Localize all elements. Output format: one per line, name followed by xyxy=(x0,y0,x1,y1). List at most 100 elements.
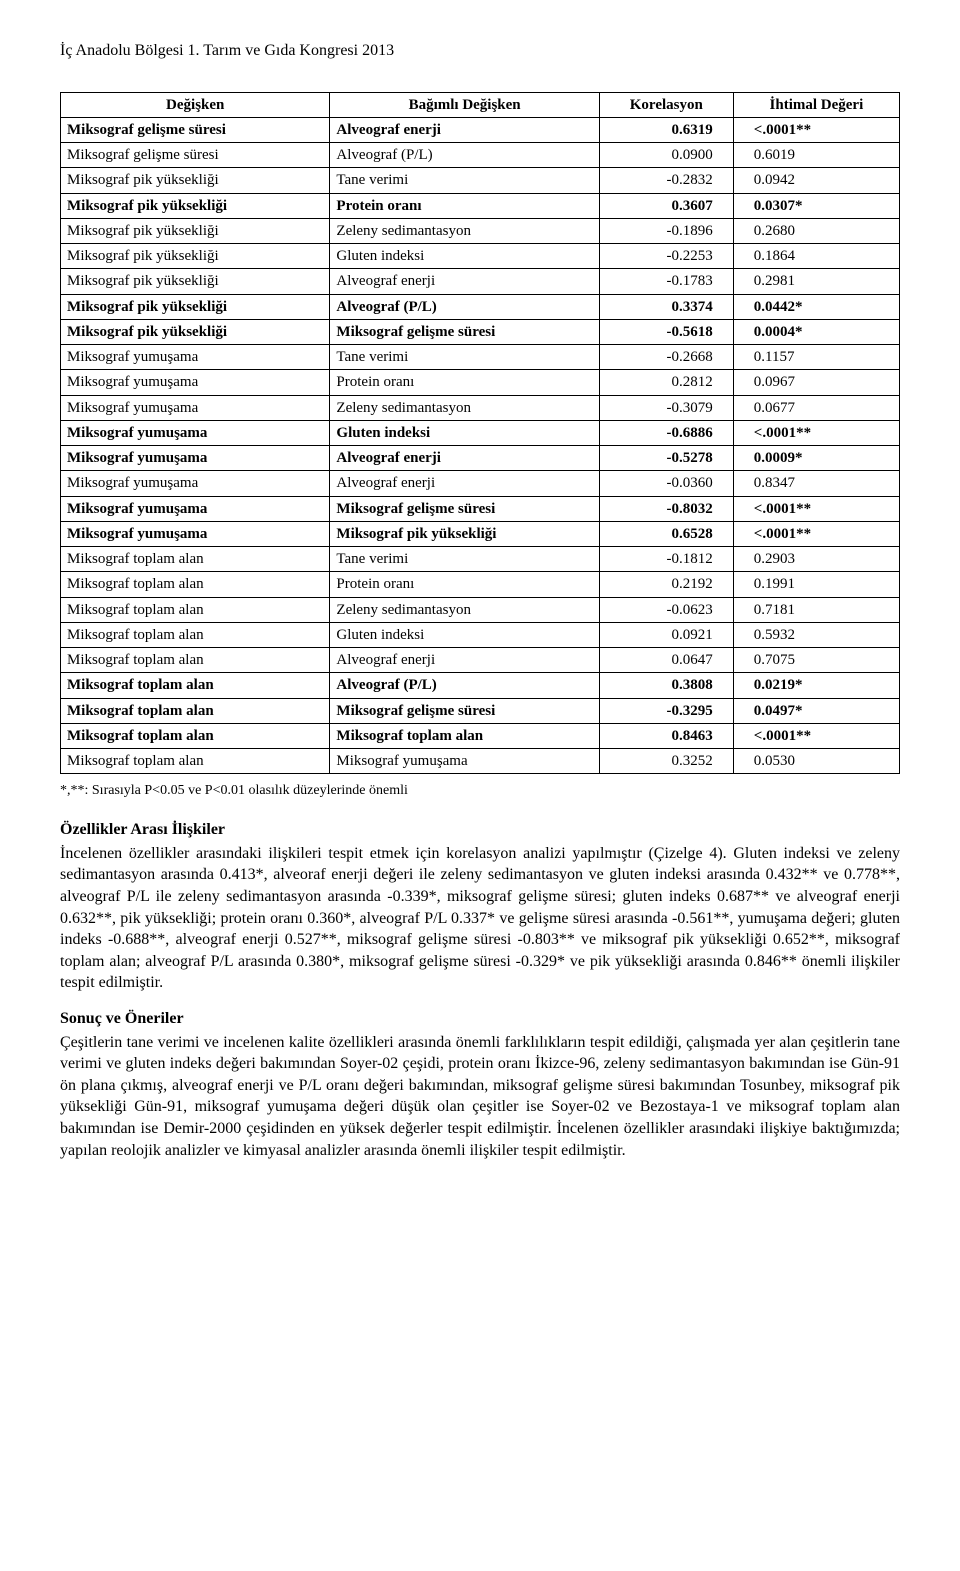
cell-dep: Miksograf pik yüksekliği xyxy=(61,294,330,319)
table-row: Miksograf gelişme süresiAlveograf enerji… xyxy=(61,117,900,142)
cell-corr: 0.0900 xyxy=(599,143,733,168)
table-row: Miksograf toplam alanProtein oranı0.2192… xyxy=(61,572,900,597)
col-header-p: İhtimal Değeri xyxy=(733,92,899,117)
cell-var: Protein oranı xyxy=(330,193,599,218)
cell-p: <.0001** xyxy=(733,420,899,445)
cell-dep: Miksograf toplam alan xyxy=(61,698,330,723)
cell-dep: Miksograf toplam alan xyxy=(61,749,330,774)
cell-var: Alveograf enerji xyxy=(330,471,599,496)
table-row: Miksograf yumuşamaProtein oranı0.28120.0… xyxy=(61,370,900,395)
cell-var: Tane verimi xyxy=(330,345,599,370)
cell-p: 0.2903 xyxy=(733,547,899,572)
cell-p: 0.0530 xyxy=(733,749,899,774)
cell-var: Alveograf enerji xyxy=(330,648,599,673)
cell-var: Alveograf (P/L) xyxy=(330,294,599,319)
cell-corr: 0.2192 xyxy=(599,572,733,597)
cell-p: 0.5932 xyxy=(733,622,899,647)
cell-dep: Miksograf toplam alan xyxy=(61,622,330,647)
table-row: Miksograf toplam alanZeleny sedimantasyo… xyxy=(61,597,900,622)
cell-p: 0.6019 xyxy=(733,143,899,168)
cell-p: 0.0497* xyxy=(733,698,899,723)
cell-dep: Miksograf pik yüksekliği xyxy=(61,269,330,294)
cell-corr: -0.5278 xyxy=(599,446,733,471)
cell-p: 0.0219* xyxy=(733,673,899,698)
cell-corr: -0.3079 xyxy=(599,395,733,420)
table-row: Miksograf toplam alanMiksograf gelişme s… xyxy=(61,698,900,723)
cell-dep: Miksograf yumuşama xyxy=(61,420,330,445)
table-row: Miksograf yumuşamaTane verimi-0.26680.11… xyxy=(61,345,900,370)
section1-body: İncelenen özellikler arasındaki ilişkile… xyxy=(60,843,900,994)
table-row: Miksograf pik yüksekliğiGluten indeksi-0… xyxy=(61,244,900,269)
cell-dep: Miksograf pik yüksekliği xyxy=(61,244,330,269)
table-row: Miksograf toplam alanMiksograf yumuşama0… xyxy=(61,749,900,774)
cell-var: Miksograf gelişme süresi xyxy=(330,698,599,723)
table-row: Miksograf toplam alanAlveograf enerji0.0… xyxy=(61,648,900,673)
table-row: Miksograf pik yüksekliğiProtein oranı0.3… xyxy=(61,193,900,218)
cell-dep: Miksograf toplam alan xyxy=(61,723,330,748)
cell-dep: Miksograf toplam alan xyxy=(61,673,330,698)
section2-title: Sonuç ve Öneriler xyxy=(60,1008,900,1030)
cell-var: Zeleny sedimantasyon xyxy=(330,597,599,622)
cell-corr: 0.3252 xyxy=(599,749,733,774)
section2-body: Çeşitlerin tane verimi ve incelenen kali… xyxy=(60,1032,900,1162)
cell-corr: -0.6886 xyxy=(599,420,733,445)
table-row: Miksograf toplam alanTane verimi-0.18120… xyxy=(61,547,900,572)
table-header-row: Değişken Bağımlı Değişken Korelasyon İht… xyxy=(61,92,900,117)
table-footnote: *,**: Sırasıyla P<0.05 ve P<0.01 olasılı… xyxy=(60,782,900,801)
cell-corr: -0.8032 xyxy=(599,496,733,521)
cell-var: Alveograf enerji xyxy=(330,269,599,294)
cell-dep: Miksograf yumuşama xyxy=(61,496,330,521)
cell-p: 0.0004* xyxy=(733,319,899,344)
section1-title: Özellikler Arası İlişkiler xyxy=(60,819,900,841)
cell-corr: 0.0921 xyxy=(599,622,733,647)
cell-dep: Miksograf yumuşama xyxy=(61,345,330,370)
cell-dep: Miksograf pik yüksekliği xyxy=(61,193,330,218)
cell-p: 0.2680 xyxy=(733,218,899,243)
cell-dep: Miksograf yumuşama xyxy=(61,395,330,420)
table-row: Miksograf toplam alanAlveograf (P/L)0.38… xyxy=(61,673,900,698)
cell-p: <.0001** xyxy=(733,723,899,748)
cell-p: 0.1991 xyxy=(733,572,899,597)
cell-var: Miksograf gelişme süresi xyxy=(330,496,599,521)
table-row: Miksograf pik yüksekliğiAlveograf (P/L)0… xyxy=(61,294,900,319)
cell-dep: Miksograf toplam alan xyxy=(61,547,330,572)
cell-corr: 0.6319 xyxy=(599,117,733,142)
cell-var: Zeleny sedimantasyon xyxy=(330,218,599,243)
cell-var: Alveograf enerji xyxy=(330,446,599,471)
cell-p: 0.0307* xyxy=(733,193,899,218)
cell-p: 0.8347 xyxy=(733,471,899,496)
table-row: Miksograf yumuşamaMiksograf pik yüksekli… xyxy=(61,521,900,546)
cell-corr: -0.1783 xyxy=(599,269,733,294)
cell-var: Tane verimi xyxy=(330,168,599,193)
table-row: Miksograf gelişme süresiAlveograf (P/L)0… xyxy=(61,143,900,168)
table-row: Miksograf yumuşamaMiksograf gelişme süre… xyxy=(61,496,900,521)
cell-dep: Miksograf gelişme süresi xyxy=(61,143,330,168)
cell-p: 0.7075 xyxy=(733,648,899,673)
cell-p: <.0001** xyxy=(733,496,899,521)
cell-corr: -0.1812 xyxy=(599,547,733,572)
cell-dep: Miksograf toplam alan xyxy=(61,572,330,597)
table-row: Miksograf pik yüksekliğiMiksograf gelişm… xyxy=(61,319,900,344)
table-row: Miksograf yumuşamaAlveograf enerji-0.036… xyxy=(61,471,900,496)
cell-dep: Miksograf toplam alan xyxy=(61,648,330,673)
cell-var: Miksograf pik yüksekliği xyxy=(330,521,599,546)
cell-var: Alveograf enerji xyxy=(330,117,599,142)
table-row: Miksograf yumuşamaGluten indeksi-0.6886<… xyxy=(61,420,900,445)
cell-dep: Miksograf gelişme süresi xyxy=(61,117,330,142)
col-header-var: Bağımlı Değişken xyxy=(330,92,599,117)
cell-dep: Miksograf toplam alan xyxy=(61,597,330,622)
cell-p: <.0001** xyxy=(733,521,899,546)
cell-var: Gluten indeksi xyxy=(330,420,599,445)
table-row: Miksograf toplam alanMiksograf toplam al… xyxy=(61,723,900,748)
cell-var: Miksograf gelişme süresi xyxy=(330,319,599,344)
cell-p: 0.0942 xyxy=(733,168,899,193)
cell-corr: 0.3374 xyxy=(599,294,733,319)
cell-p: 0.1864 xyxy=(733,244,899,269)
cell-corr: -0.5618 xyxy=(599,319,733,344)
cell-corr: -0.2832 xyxy=(599,168,733,193)
cell-var: Gluten indeksi xyxy=(330,244,599,269)
cell-var: Alveograf (P/L) xyxy=(330,673,599,698)
cell-corr: 0.6528 xyxy=(599,521,733,546)
cell-dep: Miksograf yumuşama xyxy=(61,446,330,471)
cell-p: 0.0677 xyxy=(733,395,899,420)
